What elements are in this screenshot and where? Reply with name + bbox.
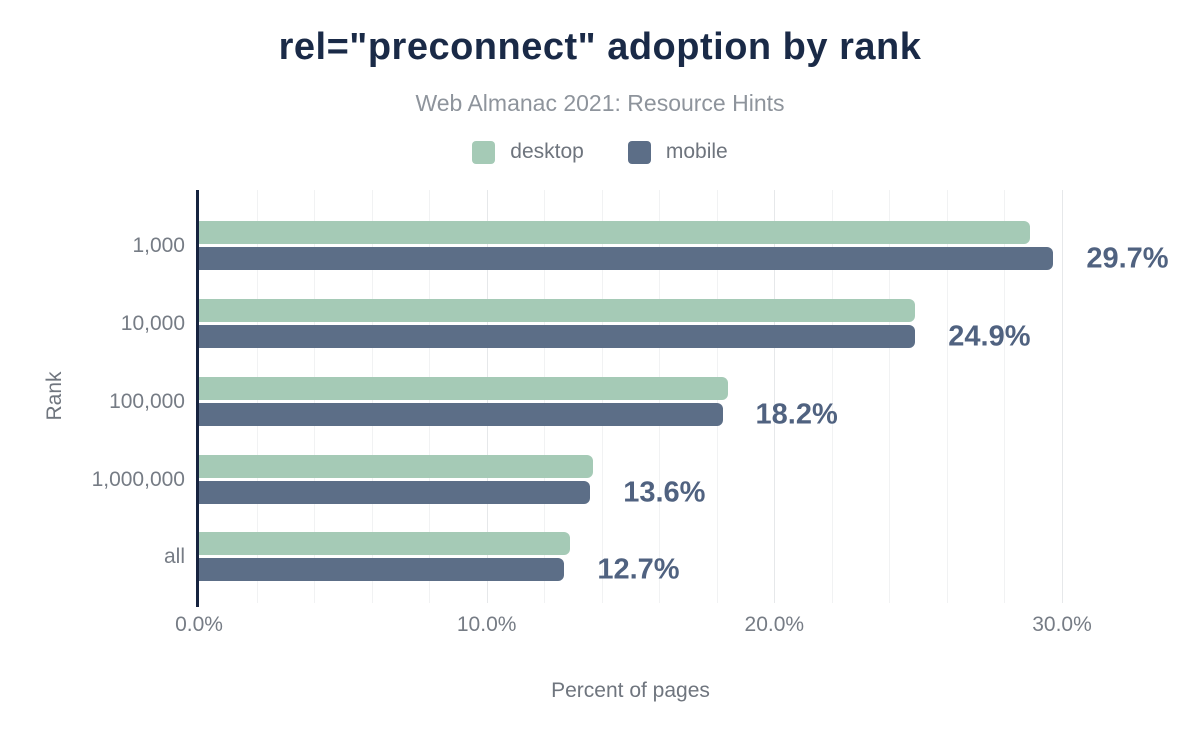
legend-item-desktop: desktop (472, 140, 584, 164)
x-tick-label: 20.0% (744, 613, 805, 636)
bar-mobile (199, 481, 591, 504)
y-tick-label: 100,000 (109, 389, 185, 413)
plot-area: 29.7% 24.9% 18.2% 13.6% 12.7% (196, 190, 1169, 607)
legend-item-mobile: mobile (627, 140, 728, 164)
chart-title: rel="preconnect" adoption by rank (278, 26, 922, 68)
bar-value-label: 12.7% (597, 553, 680, 585)
y-tick-label: 1,000 (132, 233, 185, 257)
bar-value-label: 13.6% (623, 476, 706, 508)
y-tick-label: 1,000,000 (91, 467, 185, 491)
y-axis-line (196, 190, 199, 607)
chart-subtitle: Web Almanac 2021: Resource Hints (415, 90, 785, 116)
bar-mobile (199, 558, 565, 581)
x-tick-label: 10.0% (456, 613, 517, 636)
bar-group-10-000: 24.9% (199, 299, 1062, 352)
bar-mobile (199, 403, 723, 426)
gridline (946, 190, 948, 603)
bar-desktop (199, 377, 729, 400)
bar-mobile (199, 325, 916, 348)
gridline (889, 190, 891, 603)
gridline (774, 190, 776, 603)
y-axis-title: Rank (43, 371, 66, 421)
y-tick-label: 10,000 (120, 311, 185, 335)
bar-group-all: 12.7% (199, 532, 1062, 585)
bar-mobile (199, 247, 1054, 270)
bar-value-label: 24.9% (948, 320, 1031, 352)
bar-desktop (199, 455, 594, 478)
bar-group-100-000: 18.2% (199, 377, 1062, 430)
legend-swatch-mobile-icon (627, 140, 651, 164)
gridline (1004, 190, 1006, 603)
bar-desktop (199, 532, 571, 555)
bar-value-label: 29.7% (1086, 242, 1169, 274)
legend-swatch-desktop-icon (472, 140, 496, 164)
x-axis-title: Percent of pages (551, 679, 710, 702)
bar-desktop (199, 221, 1031, 244)
legend-label-mobile: mobile (665, 140, 728, 163)
bar-value-label: 18.2% (755, 398, 838, 430)
legend: desktop mobile (0, 140, 1200, 164)
y-tick-label: all (163, 544, 185, 568)
x-tick-label: 30.0% (1032, 613, 1092, 636)
bar-group-1-000-000: 13.6% (199, 455, 1062, 508)
gridline (831, 190, 833, 603)
legend-label-desktop: desktop (510, 140, 584, 163)
bar-desktop (199, 299, 916, 322)
x-tick-label: 0.0% (175, 613, 223, 636)
bar-group-1-000: 29.7% (199, 221, 1169, 274)
gridline (1062, 190, 1063, 603)
